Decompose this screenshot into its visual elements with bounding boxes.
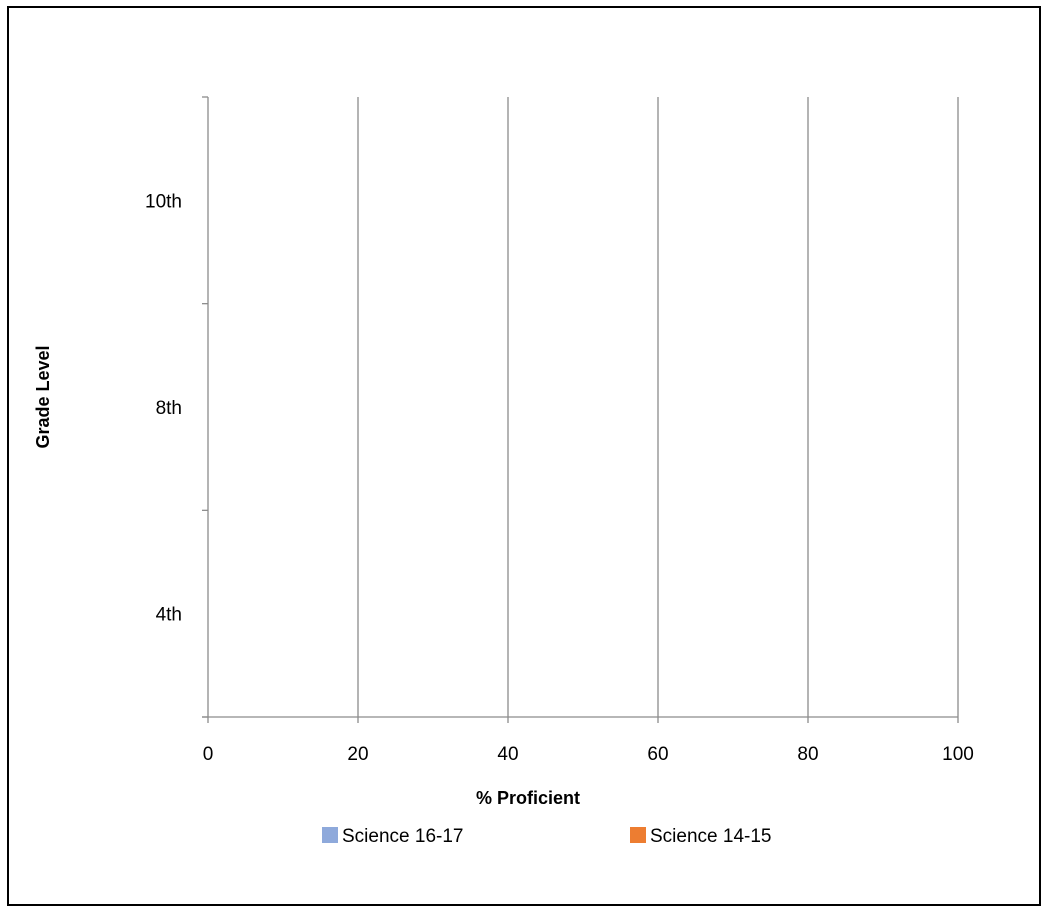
legend: Science 16-17 Science 14-15: [322, 826, 771, 847]
legend-swatch-science-14-15: [630, 827, 646, 843]
chart-frame: [7, 6, 1041, 906]
legend-swatch-science-16-17: [322, 827, 338, 843]
legend-label-science-14-15: Science 14-15: [650, 826, 771, 847]
x-axis: [202, 716, 959, 723]
x-tick-label-100: 100: [942, 744, 974, 765]
x-tick-label-60: 60: [647, 744, 668, 765]
x-axis-title: % Proficient: [476, 788, 580, 808]
y-axis-title: Grade Level: [33, 345, 53, 448]
x-tick-label-20: 20: [347, 744, 368, 765]
x-tick-label-40: 40: [497, 744, 518, 765]
gridlines: [357, 97, 959, 717]
y-tick-label-10th: 10th: [145, 191, 182, 212]
x-tick-labels: 0 20 40 60 80 100: [203, 744, 974, 765]
chart: 4th 8th 10th 0 20 40 60 80 100 % Proficient Gra…: [33, 96, 974, 847]
legend-label-science-16-17: Science 16-17: [342, 826, 463, 847]
x-tick-label-80: 80: [797, 744, 818, 765]
y-tick-labels: 4th 8th 10th: [145, 191, 182, 625]
y-tick-label-8th: 8th: [156, 398, 182, 419]
y-axis: [202, 96, 209, 718]
x-tick-label-0: 0: [203, 744, 214, 765]
y-tick-label-4th: 4th: [156, 605, 182, 626]
